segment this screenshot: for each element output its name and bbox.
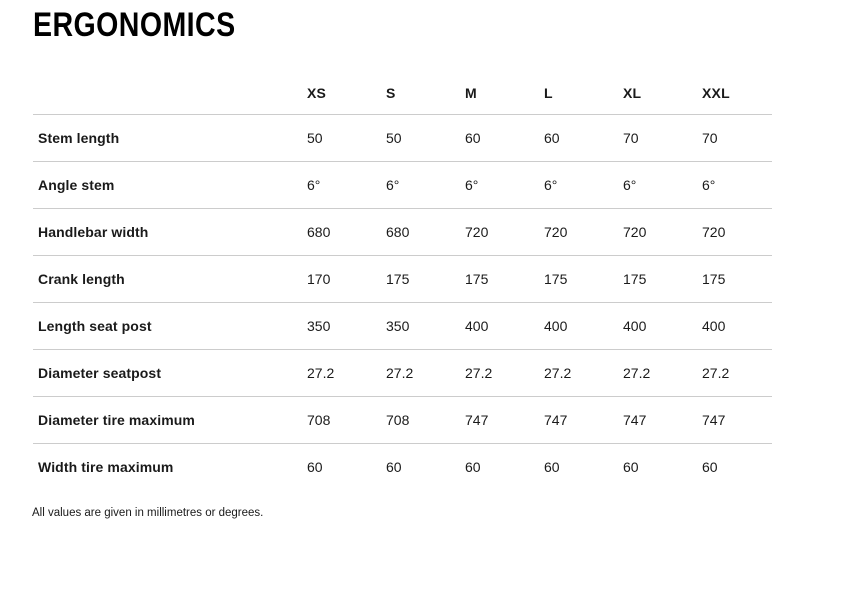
table-row-handlebar-width: Handlebar width 680 680 720 720 720 720 — [33, 208, 772, 256]
row-label: Handlebar width — [33, 208, 307, 256]
value-cell: 60 — [623, 459, 639, 475]
value-cell: 170 — [307, 255, 386, 303]
row-label: Width tire maximum — [38, 459, 174, 475]
page-title: ERGONOMICS — [33, 6, 236, 44]
value-cell: 747 — [544, 396, 623, 444]
value-cell: 50 — [307, 114, 386, 162]
row-label: Angle stem — [33, 161, 307, 209]
value-cell: 60 — [465, 459, 481, 475]
table-row-diameter-seatpost: Diameter seatpost 27.2 27.2 27.2 27.2 27… — [33, 349, 772, 397]
value-cell: 60 — [702, 459, 718, 475]
value-cell: 60 — [386, 459, 402, 475]
size-header-xl: XL — [623, 71, 702, 115]
value-cell: 6° — [702, 161, 772, 209]
ergonomics-section: ERGONOMICS XS S M L XL XXL Stem leng — [0, 8, 841, 520]
value-cell: 60 — [465, 114, 544, 162]
table-row-diameter-tire-maximum: Diameter tire maximum 708 708 747 747 74… — [33, 396, 772, 444]
value-cell: 6° — [386, 161, 465, 209]
value-cell: 60 — [307, 459, 323, 475]
value-cell: 350 — [386, 302, 465, 350]
value-cell: 27.2 — [386, 349, 465, 397]
value-cell: 70 — [623, 114, 702, 162]
row-label: Crank length — [33, 255, 307, 303]
value-cell: 60 — [544, 114, 623, 162]
table-row-length-seat-post: Length seat post 350 350 400 400 400 400 — [33, 302, 772, 350]
size-header-xs: XS — [307, 71, 386, 115]
value-cell: 680 — [386, 208, 465, 256]
value-cell: 50 — [386, 114, 465, 162]
value-cell: 400 — [544, 302, 623, 350]
value-cell: 400 — [702, 302, 772, 350]
row-label: Length seat post — [33, 302, 307, 350]
size-header-s: S — [386, 71, 465, 115]
value-cell: 747 — [623, 396, 702, 444]
value-cell: 708 — [386, 396, 465, 444]
value-cell: 720 — [544, 208, 623, 256]
value-cell: 720 — [465, 208, 544, 256]
value-cell: 747 — [702, 396, 772, 444]
value-cell: 70 — [702, 114, 772, 162]
value-cell: 175 — [465, 255, 544, 303]
table-row-angle-stem: Angle stem 6° 6° 6° 6° 6° 6° — [33, 161, 772, 209]
value-cell: 27.2 — [544, 349, 623, 397]
value-cell: 680 — [307, 208, 386, 256]
row-label-header-empty — [33, 71, 307, 115]
row-label: Diameter seatpost — [33, 349, 307, 397]
value-cell: 6° — [623, 161, 702, 209]
value-cell: 400 — [623, 302, 702, 350]
size-header-row: XS S M L XL XXL — [33, 71, 772, 115]
value-cell: 175 — [702, 255, 772, 303]
value-cell: 27.2 — [465, 349, 544, 397]
table-row-width-tire-maximum: Width tire maximum 60 60 60 60 60 60 — [33, 444, 772, 491]
value-cell: 708 — [307, 396, 386, 444]
value-cell: 720 — [623, 208, 702, 256]
value-cell: 175 — [623, 255, 702, 303]
value-cell: 60 — [544, 459, 560, 475]
row-label: Stem length — [33, 114, 307, 162]
size-header-xxl: XXL — [702, 71, 772, 115]
value-cell: 27.2 — [702, 349, 772, 397]
value-cell: 350 — [307, 302, 386, 350]
row-label: Diameter tire maximum — [33, 396, 307, 444]
value-cell: 27.2 — [307, 349, 386, 397]
value-cell: 175 — [386, 255, 465, 303]
value-cell: 6° — [465, 161, 544, 209]
size-header-m: M — [465, 71, 544, 115]
value-cell: 27.2 — [623, 349, 702, 397]
value-cell: 175 — [544, 255, 623, 303]
value-cell: 6° — [544, 161, 623, 209]
value-cell: 400 — [465, 302, 544, 350]
table-row-crank-length: Crank length 170 175 175 175 175 175 — [33, 255, 772, 303]
table-row-stem-length: Stem length 50 50 60 60 70 70 — [33, 114, 772, 162]
units-footnote: All values are given in millimetres or d… — [32, 507, 264, 519]
value-cell: 720 — [702, 208, 772, 256]
value-cell: 747 — [465, 396, 544, 444]
size-header-l: L — [544, 71, 623, 115]
ergonomics-table: XS S M L XL XXL Stem length 50 50 60 60 … — [33, 71, 772, 490]
value-cell: 6° — [307, 161, 386, 209]
